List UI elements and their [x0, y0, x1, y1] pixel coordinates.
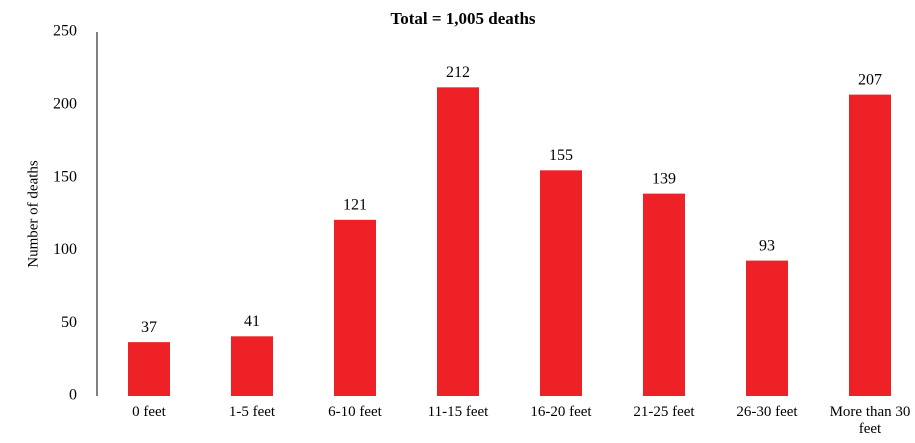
x-tick-label: More than 30 feet: [829, 404, 911, 437]
value-label: 139: [652, 170, 676, 187]
value-label: 121: [343, 196, 367, 213]
x-tick-label: 0 feet: [132, 404, 166, 420]
bar: [437, 87, 479, 396]
x-tick-label: 6-10 feet: [328, 404, 382, 420]
x-tick-label: 16-20 feet: [530, 404, 592, 420]
y-tick-label: 200: [53, 95, 77, 112]
bar: [231, 336, 273, 396]
bar: [128, 342, 170, 396]
y-axis-label: Number of deaths: [25, 160, 41, 268]
bar: [540, 170, 582, 396]
bar: [643, 193, 685, 396]
y-tick-label: 50: [61, 314, 77, 331]
value-label: 212: [446, 64, 470, 81]
y-tick-label: 250: [53, 23, 77, 40]
value-label: 41: [244, 313, 260, 330]
x-tick-label: 11-15 feet: [427, 404, 489, 420]
x-tick-label: 1-5 feet: [228, 404, 276, 420]
y-tick-label: 100: [53, 241, 77, 258]
value-label: 37: [141, 319, 157, 336]
y-tick-label: 0: [69, 387, 77, 404]
x-tick-label: 26-30 feet: [736, 404, 798, 420]
value-label: 155: [549, 147, 573, 164]
bar: [849, 94, 891, 396]
chart-title: Total = 1,005 deaths: [390, 9, 535, 28]
x-tick-label: 21-25 feet: [633, 404, 695, 420]
value-label: 207: [858, 71, 882, 88]
value-label: 93: [759, 237, 775, 254]
y-tick-label: 150: [53, 168, 77, 185]
bar: [746, 260, 788, 396]
bar: [334, 219, 376, 396]
